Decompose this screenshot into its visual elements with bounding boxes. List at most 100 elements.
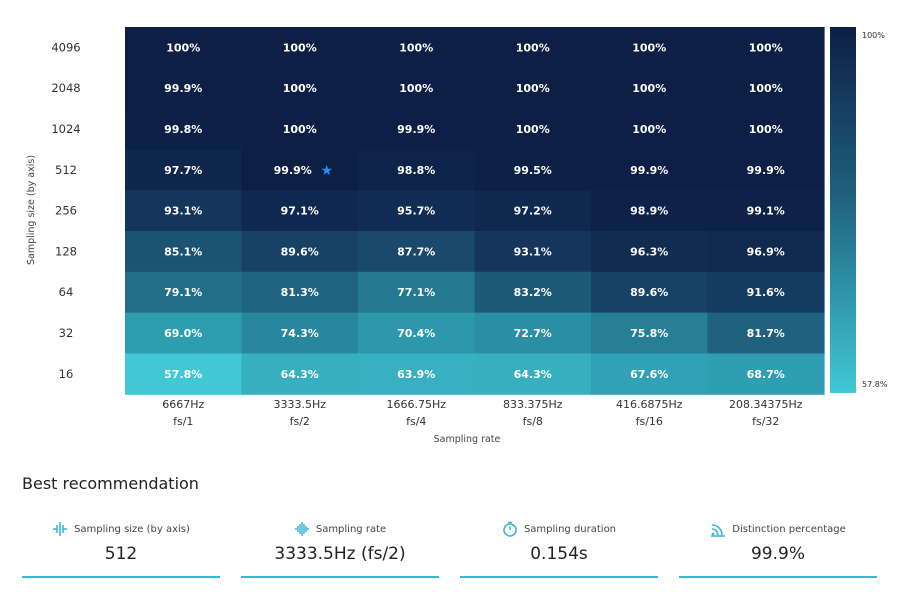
heatmap-cell: [358, 190, 476, 232]
heatmap-cell: [358, 353, 476, 395]
x-tick-divisor-label: fs/4: [406, 415, 426, 428]
heatmap-cell: [241, 231, 359, 273]
cell-value-label: 96.9%: [747, 245, 785, 258]
cell-value-label: 93.1%: [164, 205, 202, 218]
y-tick-label: 2048: [51, 81, 80, 95]
cell-value-label: 75.8%: [630, 327, 668, 340]
cell-value-label: 95.7%: [397, 205, 435, 218]
heatmap-cell: [707, 108, 825, 150]
cell-value-label: 100%: [399, 82, 433, 95]
sampling-size-card: Sampling size (by axis) 512: [22, 518, 220, 578]
heatmap-cell: [358, 231, 476, 273]
x-tick-rate-label: 208.34375Hz: [729, 398, 803, 411]
waveform-icon: [294, 521, 310, 537]
cell-value-label: 89.6%: [630, 286, 668, 299]
cell-value-label: 100%: [749, 123, 783, 136]
sampling-duration-value: 0.154s: [530, 544, 588, 564]
heatmap-cell: [474, 312, 592, 354]
cell-value-label: 97.2%: [514, 205, 552, 218]
sampling-rate-value: 3333.5Hz (fs/2): [274, 544, 406, 564]
heatmap-cell: [358, 149, 476, 191]
cell-value-label: 99.9%: [164, 82, 202, 95]
heatmap-cell: [707, 190, 825, 232]
heatmap-cell: [125, 108, 243, 150]
cell-value-label: 83.2%: [514, 286, 552, 299]
x-tick-rate-label: 416.6875Hz: [616, 398, 683, 411]
heatmap-cell: [241, 271, 359, 314]
heatmap-cell: [707, 271, 825, 314]
heatmap-cell: [591, 271, 709, 314]
heatmap-cell: [474, 190, 592, 232]
cell-value-label: 99.9%: [630, 164, 668, 177]
cell-value-label: 97.1%: [281, 205, 319, 218]
cell-value-label: 64.3%: [281, 368, 319, 381]
colorbar-max-label: 100%: [862, 31, 885, 40]
cell-value-label: 100%: [632, 82, 666, 95]
cell-value-label: 97.7%: [164, 164, 202, 177]
y-axis-title: Sampling size (by axis): [26, 155, 37, 265]
distinction-percentage-value: 99.9%: [750, 544, 805, 564]
colorbar-min-label: 57.8%: [862, 380, 888, 389]
recommendation-title: Best recommendation: [22, 474, 199, 493]
x-tick-divisor-label: fs/8: [523, 415, 543, 428]
sampling-rate-label: Sampling rate: [315, 523, 387, 535]
cell-value-label: 67.6%: [630, 368, 668, 381]
y-tick-label: 128: [55, 244, 77, 258]
heatmap-cell: [241, 67, 359, 110]
heatmap-cell: [125, 149, 243, 191]
cell-value-label: 98.8%: [397, 164, 435, 177]
cell-value-label: 99.9%: [747, 164, 785, 177]
y-tick-label: 1024: [51, 122, 80, 136]
heatmap-cell: [358, 271, 476, 314]
heatmap-cell: [474, 231, 592, 273]
sampling-size-label: Sampling size (by axis): [74, 523, 190, 535]
heatmap-cell: [358, 27, 476, 69]
heatmap-cell: [591, 67, 709, 110]
x-tick-rate-label: 833.375Hz: [503, 398, 563, 411]
cell-value-label: 100%: [516, 82, 550, 95]
x-tick-labels: 6667Hz fs/1 3333.5Hz fs/2 1666.75Hz fs/4 833.3…: [162, 398, 803, 428]
cell-value-label: 89.6%: [281, 245, 319, 258]
y-tick-label: 64: [59, 285, 74, 299]
y-tick-labels: 4096 2048 1024 512 256 128 64 32 16: [51, 40, 80, 380]
cell-value-label: 93.1%: [514, 245, 552, 258]
x-tick-divisor-label: fs/2: [290, 415, 310, 428]
x-tick-divisor-label: fs/1: [173, 415, 193, 428]
heatmap-cell: [591, 27, 709, 69]
x-tick-divisor-label: fs/16: [636, 415, 663, 428]
heatmap-cell: [125, 27, 243, 69]
heatmap-cell: [125, 271, 243, 314]
cell-value-label: 85.1%: [164, 245, 202, 258]
cell-value-label: 100%: [399, 41, 433, 54]
heatmap-cell: [358, 312, 476, 354]
cell-value-label: 99.1%: [747, 205, 785, 218]
distinction-percentage-label: Distinction percentage: [732, 523, 846, 535]
stopwatch-icon: [502, 521, 518, 537]
heatmap-cell: [241, 27, 359, 69]
cell-value-label: 87.7%: [397, 245, 435, 258]
cell-value-label: 100%: [283, 41, 317, 54]
heatmap-cell: [591, 353, 709, 395]
cell-value-label: 81.3%: [281, 286, 319, 299]
cell-value-label: 74.3%: [281, 327, 319, 340]
cell-value-label: 100%: [749, 82, 783, 95]
heatmap-cell: [707, 312, 825, 354]
cell-value-label: 100%: [283, 82, 317, 95]
heatmap-cell: [474, 271, 592, 314]
cell-value-label: 100%: [749, 41, 783, 54]
cell-value-label: 63.9%: [397, 368, 435, 381]
heatmap-cells: 100% 100% 100% 100% 100% 100% 99.9% 100% 100% 100…: [125, 27, 825, 395]
y-tick-label: 16: [59, 367, 74, 381]
heatmap-cell: [707, 231, 825, 273]
y-tick-label: 256: [55, 204, 77, 218]
heatmap-cell: [707, 149, 825, 191]
cell-value-label: 98.9%: [630, 205, 668, 218]
heatmap-cell: [591, 231, 709, 273]
heatmap-cell: [474, 353, 592, 395]
heatmap-cell: [358, 108, 476, 150]
heatmap-cell: [241, 353, 359, 395]
cell-value-label: 100%: [516, 41, 550, 54]
heatmap-cell: [241, 190, 359, 232]
heatmap-cell: [125, 67, 243, 110]
heatmap-cell: [707, 353, 825, 395]
